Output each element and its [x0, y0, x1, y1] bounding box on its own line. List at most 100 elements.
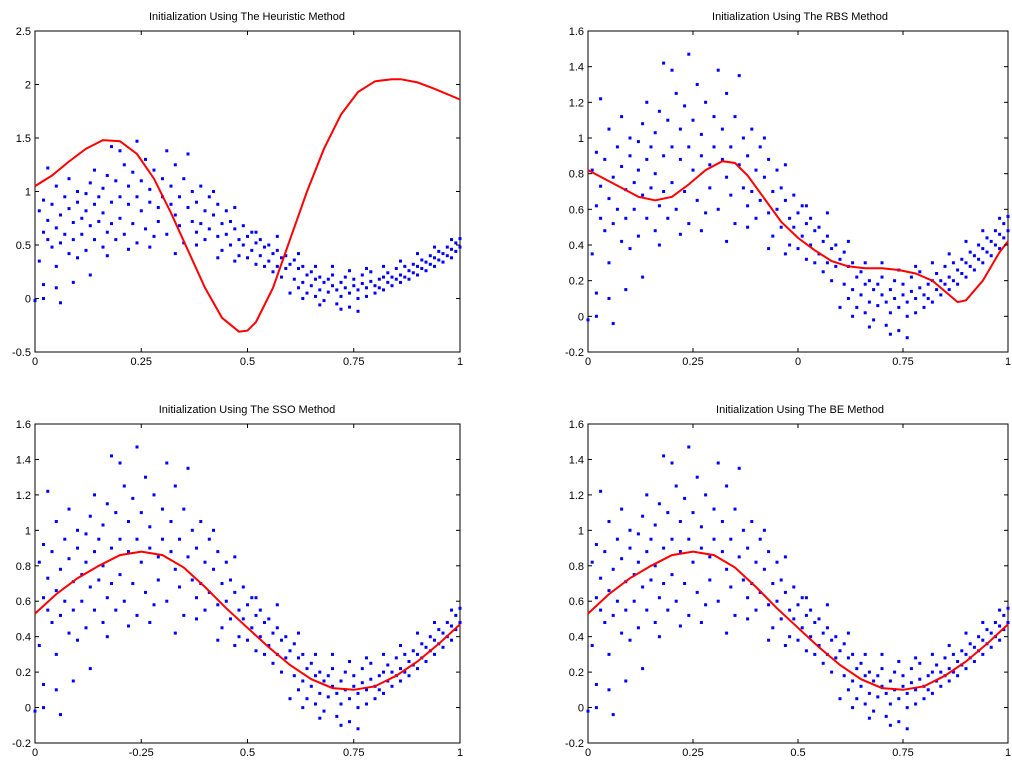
scatter-point: [318, 275, 322, 279]
scatter-point: [203, 209, 207, 213]
scatter-point: [788, 608, 792, 612]
scatter-point: [998, 232, 1002, 236]
scatter-point: [301, 297, 305, 300]
scatter-point: [645, 493, 649, 497]
scatter-point: [139, 560, 143, 564]
scatter-point: [84, 192, 88, 196]
scatter-point: [131, 222, 135, 226]
scatter-point: [615, 145, 619, 149]
scatter-point: [905, 336, 909, 340]
scatter-point: [817, 644, 821, 647]
scatter-point: [275, 264, 279, 268]
scatter-point: [161, 507, 164, 511]
scatter-point: [771, 234, 775, 238]
x-tick-label: -0.25: [129, 747, 154, 759]
scatter-point: [105, 596, 109, 600]
scatter-point: [725, 239, 729, 243]
scatter-point: [186, 206, 190, 209]
scatter-point: [365, 267, 368, 270]
scatter-point: [636, 626, 640, 630]
axes-frame: [587, 423, 1009, 744]
scatter-point: [258, 608, 262, 612]
scatter-point: [670, 461, 674, 465]
scatter-point: [377, 688, 381, 692]
scatter-point: [88, 585, 92, 589]
x-tick-label: 0.75: [343, 747, 364, 759]
scatter-point: [88, 181, 92, 185]
scatter-point: [280, 256, 283, 260]
scatter-point: [884, 300, 888, 304]
scatter-points: [33, 445, 462, 731]
scatter-point: [135, 241, 139, 245]
scatter-point: [699, 154, 703, 158]
scatter-point: [42, 596, 45, 600]
scatter-point: [796, 638, 800, 642]
scatter-point: [216, 256, 220, 260]
scatter-point: [678, 550, 682, 554]
scatter-point: [779, 186, 783, 190]
scatter-point: [897, 329, 901, 333]
scatter-point: [144, 227, 147, 231]
scatter-point: [80, 599, 84, 603]
scatter-point: [127, 624, 130, 628]
scatter-point: [666, 608, 670, 612]
scatter-point: [80, 232, 84, 236]
scatter-point: [607, 652, 611, 656]
scatter-point: [620, 631, 624, 635]
scatter-point: [369, 270, 373, 274]
scatter-point: [779, 225, 783, 229]
scatter-point: [339, 294, 343, 298]
scatter-point: [382, 288, 385, 292]
x-tick-label: 0.25: [682, 747, 703, 759]
scatter-point: [804, 649, 808, 653]
fitted-curve: [34, 550, 461, 691]
scatter-point: [148, 546, 152, 550]
scatter-point: [280, 670, 283, 674]
scatter-point: [867, 670, 871, 674]
scatter-point: [594, 291, 598, 295]
scatter-point: [809, 608, 813, 612]
scatter-point: [880, 275, 884, 279]
scatter-point: [699, 132, 703, 136]
scatter-point: [876, 282, 880, 286]
scatter-point: [169, 520, 173, 523]
scatter-point: [445, 245, 449, 249]
y-tick-label: 1.6: [16, 419, 31, 431]
scatter-point: [662, 546, 666, 550]
plot-title: Initialization Using The BE Method: [716, 404, 884, 416]
scatter-point: [369, 677, 373, 681]
subplot-sso: Initialization Using The SSO Method 0 -0.…: [12, 404, 463, 759]
scatter-point: [809, 635, 813, 639]
scatter-point: [50, 245, 54, 249]
scatter-point: [901, 674, 905, 678]
y-tick-label: 0.6: [16, 596, 31, 608]
scatter-point: [275, 248, 279, 252]
scatter-point: [901, 293, 905, 297]
scatter-point: [737, 555, 741, 559]
scatter-point: [922, 293, 926, 297]
scatter-point: [339, 307, 343, 311]
scatter-point: [229, 578, 232, 582]
scatter-point: [855, 697, 859, 701]
scatter-point: [309, 684, 313, 688]
scatter-point: [122, 599, 126, 603]
scatter-point: [653, 564, 657, 568]
scatter-point: [335, 691, 339, 695]
y-tick-label: 1.6: [569, 419, 584, 431]
scatter-point: [981, 638, 985, 642]
scatter-point: [725, 484, 729, 488]
scatter-point: [416, 273, 419, 277]
scatter-point: [691, 560, 695, 564]
scatter-point: [775, 599, 779, 603]
scatter-point: [394, 277, 398, 281]
scatter-point: [607, 261, 611, 265]
scatter-point: [450, 624, 453, 628]
scatter-point: [645, 100, 649, 104]
scatter-point: [348, 697, 351, 701]
scatter-point: [390, 275, 394, 279]
scatter-point: [972, 660, 976, 663]
scatter-point: [254, 613, 258, 617]
scatter-point: [71, 679, 75, 683]
scatter-point: [161, 177, 164, 181]
scatter-point: [813, 652, 817, 656]
